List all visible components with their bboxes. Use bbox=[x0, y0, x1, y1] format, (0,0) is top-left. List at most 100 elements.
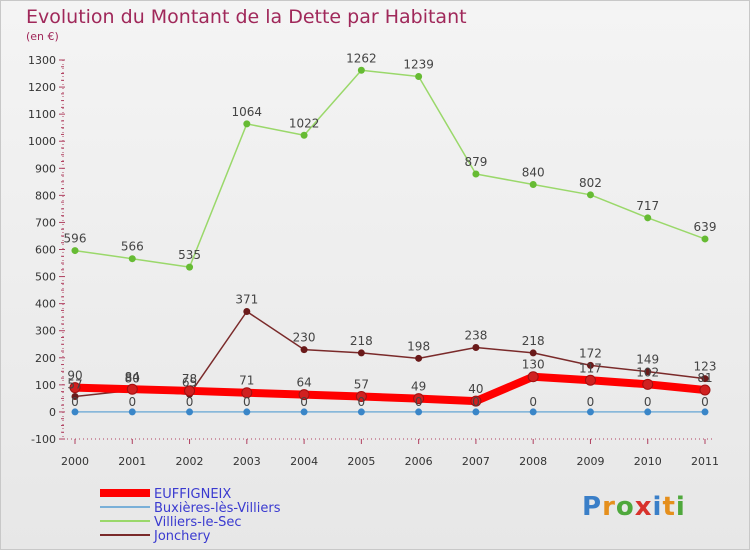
series-point bbox=[71, 247, 79, 255]
series-point bbox=[128, 408, 136, 416]
series-point bbox=[243, 408, 251, 416]
data-label: 238 bbox=[464, 328, 487, 342]
x-tick-label: 2003 bbox=[233, 455, 261, 468]
data-label: 65 bbox=[182, 375, 197, 389]
y-tick-label: 800 bbox=[35, 189, 56, 202]
x-tick-label: 2000 bbox=[61, 455, 89, 468]
data-label: 0 bbox=[128, 395, 136, 409]
chart-unit: (en €) bbox=[26, 30, 59, 43]
x-tick-label: 2004 bbox=[290, 455, 318, 468]
y-tick-label: 1100 bbox=[28, 108, 56, 121]
series-point bbox=[69, 382, 81, 394]
y-tick-label: 500 bbox=[35, 271, 56, 284]
data-label: 40 bbox=[468, 382, 483, 396]
series-point bbox=[355, 390, 367, 402]
data-label: 198 bbox=[407, 339, 430, 353]
data-label: 879 bbox=[464, 155, 487, 169]
logo-letter: P bbox=[582, 492, 603, 522]
logo-letter: r bbox=[602, 492, 616, 522]
data-label: 596 bbox=[64, 232, 87, 246]
series-point bbox=[529, 408, 537, 416]
y-tick-label: 400 bbox=[35, 298, 56, 311]
data-label: 117 bbox=[579, 361, 602, 375]
logo-letter: o bbox=[615, 492, 635, 522]
x-tick-label: 2009 bbox=[576, 455, 604, 468]
data-label: 57 bbox=[67, 377, 82, 391]
series-line-euffigneix bbox=[71, 372, 709, 406]
data-label: 80 bbox=[125, 371, 140, 385]
data-label: 0 bbox=[358, 395, 366, 409]
data-label: 0 bbox=[472, 395, 480, 409]
data-label: 1239 bbox=[403, 58, 434, 72]
chart-title: Evolution du Montant de la Dette par Hab… bbox=[26, 6, 467, 28]
data-label: 149 bbox=[636, 353, 659, 367]
x-tick-label: 2011 bbox=[691, 455, 719, 468]
series-point bbox=[472, 408, 480, 416]
data-label: 639 bbox=[694, 220, 717, 234]
y-tick-label: 600 bbox=[35, 244, 56, 257]
data-label: 102 bbox=[636, 365, 659, 379]
series-point bbox=[241, 387, 253, 399]
series-point bbox=[415, 73, 423, 81]
data-label: 90 bbox=[67, 369, 82, 383]
data-label: 717 bbox=[636, 199, 659, 213]
data-label: 218 bbox=[350, 334, 373, 348]
series-point bbox=[186, 263, 194, 271]
series-point bbox=[415, 354, 423, 362]
data-label: 81 bbox=[697, 371, 712, 385]
axes: -100010020030040050060070080090010001100… bbox=[28, 54, 719, 468]
series-point bbox=[298, 389, 310, 401]
series-point bbox=[71, 408, 79, 416]
y-tick-label: 700 bbox=[35, 216, 56, 229]
data-label: 535 bbox=[178, 248, 201, 262]
series-point bbox=[699, 384, 711, 396]
series-point bbox=[357, 349, 365, 357]
legend-label: EUFFIGNEIX bbox=[154, 487, 231, 502]
data-label: 57 bbox=[354, 377, 369, 391]
series-point bbox=[300, 346, 308, 354]
x-tick-label: 2007 bbox=[462, 455, 490, 468]
data-label: 566 bbox=[121, 240, 144, 254]
y-tick-label: 300 bbox=[35, 325, 56, 338]
legend-label: Jonchery bbox=[153, 529, 211, 544]
y-tick-label: 0 bbox=[49, 406, 56, 419]
data-label: 172 bbox=[579, 346, 602, 360]
series-point bbox=[527, 371, 539, 383]
series-point bbox=[300, 131, 308, 139]
y-tick-label: 100 bbox=[35, 379, 56, 392]
logo-letter: t bbox=[662, 492, 676, 522]
data-label: 84 bbox=[125, 370, 140, 384]
data-label: 0 bbox=[644, 395, 652, 409]
data-label: 1262 bbox=[346, 51, 377, 65]
data-label: 130 bbox=[522, 358, 545, 372]
series-point bbox=[586, 191, 594, 199]
series-point bbox=[357, 408, 365, 416]
data-label: 0 bbox=[701, 395, 709, 409]
series-point bbox=[184, 385, 196, 397]
series-point bbox=[470, 395, 482, 407]
data-label: 0 bbox=[71, 395, 79, 409]
data-label: 218 bbox=[522, 334, 545, 348]
data-label: 1022 bbox=[289, 116, 320, 130]
series-point bbox=[186, 408, 194, 416]
series-point bbox=[529, 349, 537, 357]
data-label: 78 bbox=[182, 372, 197, 386]
data-label: 840 bbox=[522, 166, 545, 180]
series-point bbox=[586, 408, 594, 416]
series-point bbox=[128, 255, 136, 263]
data-label: 71 bbox=[239, 374, 254, 388]
series-point bbox=[644, 368, 652, 376]
legend-label: Villiers-le-Sec bbox=[154, 515, 242, 530]
y-tick-label: 900 bbox=[35, 162, 56, 175]
data-label: 0 bbox=[186, 395, 194, 409]
y-tick-label: 200 bbox=[35, 352, 56, 365]
data-label: 0 bbox=[415, 395, 423, 409]
x-tick-label: 2002 bbox=[176, 455, 204, 468]
data-label: 1064 bbox=[232, 105, 263, 119]
series-point bbox=[357, 66, 365, 74]
data-label: 0 bbox=[529, 395, 537, 409]
series-point bbox=[701, 375, 709, 383]
series-point bbox=[71, 392, 79, 400]
series-point bbox=[243, 120, 251, 128]
